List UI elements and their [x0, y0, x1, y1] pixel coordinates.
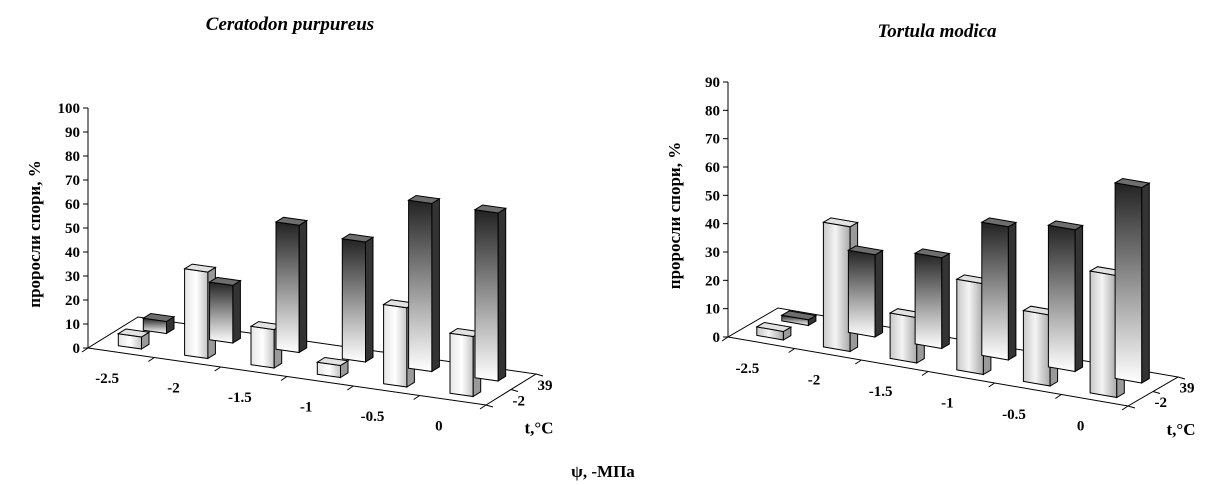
y-tick-label: 90	[65, 125, 80, 141]
y-tick-label: 50	[705, 188, 720, 204]
x-tick-label: -1	[300, 399, 313, 415]
x-tick-label: -2	[167, 380, 180, 396]
x-tick-label: -0.5	[1002, 407, 1026, 423]
depth-tick-label: 39	[1180, 380, 1195, 396]
y-tick-label: 30	[65, 269, 80, 285]
depth-tick-mark	[1177, 376, 1186, 380]
depth-tick-label: -2	[1155, 395, 1168, 411]
depth-tick-mark	[1127, 405, 1136, 409]
x-tick-label: -0.5	[361, 409, 385, 425]
y-tick-label: 20	[705, 273, 720, 289]
x-tick-mark	[1121, 405, 1129, 411]
y-tick-label: 10	[705, 302, 720, 318]
y-tick-label: 10	[65, 317, 80, 333]
y-tick-label: 0	[713, 330, 721, 346]
x-tick-mark	[788, 348, 795, 353]
y-tick-label: 0	[73, 341, 81, 357]
bar--2-0	[448, 327, 483, 398]
bar--2--2.5	[116, 328, 151, 350]
x-tick-mark	[280, 376, 288, 381]
chart-title-ceratodon: Ceratodon purpureus	[206, 14, 374, 35]
y-tick-label: 40	[705, 217, 720, 233]
x-tick-label: -1.5	[869, 384, 893, 400]
y-tick-label: 20	[65, 293, 80, 309]
y-tick-label: 60	[705, 160, 720, 176]
x-tick-mark	[479, 404, 487, 410]
y-tick-label: 70	[705, 132, 720, 148]
depth-tick-label: -2	[513, 393, 526, 409]
x-tick-label: 0	[1077, 418, 1085, 434]
bar-39-0	[1113, 177, 1151, 384]
depth-tick-label: 39	[538, 378, 553, 394]
bar--2--2.5	[755, 321, 793, 341]
y-axis-label: проросли спори, %	[25, 160, 44, 307]
depth-axis-label: t,°C	[525, 418, 554, 437]
depth-tick-mark	[535, 373, 544, 377]
bar-39--1.5	[274, 216, 309, 354]
bar-39--0.5	[407, 194, 441, 373]
x-tick-mark	[855, 359, 862, 365]
x-tick-mark	[921, 371, 929, 376]
y-axis-label: проросли спори, %	[665, 142, 684, 289]
bar-39--0.5	[1046, 220, 1085, 373]
bar-39--2	[846, 245, 885, 338]
bar-39--1.5	[913, 248, 951, 350]
x-tick-mark	[347, 385, 354, 391]
depth-tick-mark	[1152, 391, 1161, 394]
x-tick-mark	[81, 347, 89, 353]
x-tick-label: 0	[435, 418, 443, 434]
bar-39-0	[473, 204, 508, 382]
x-tick-label: -1.5	[228, 390, 252, 406]
bar-39--2.5	[780, 310, 818, 327]
depth-tick-mark	[510, 389, 519, 392]
bar-39--2.5	[141, 312, 176, 335]
x-tick-label: -2.5	[735, 361, 759, 377]
bar-39--1	[980, 217, 1018, 361]
depth-tick-mark	[485, 404, 494, 408]
bar--2--1	[315, 356, 350, 379]
x-tick-mark	[413, 395, 420, 400]
y-tick-label: 60	[65, 197, 80, 213]
bar-39--2	[208, 276, 242, 344]
x-tick-label: -2.5	[95, 371, 119, 387]
y-tick-label: 80	[705, 103, 720, 119]
y-tick-label: 30	[705, 245, 720, 261]
y-tick-label: 80	[65, 149, 80, 165]
shared-x-axis-label: ψ, -МПа	[571, 462, 635, 481]
depth-axis-label: t,°C	[1167, 420, 1196, 439]
x-tick-label: -2	[808, 372, 821, 388]
x-tick-mark	[1055, 394, 1062, 399]
bar-39--1	[340, 233, 375, 363]
x-tick-mark	[214, 366, 221, 372]
x-tick-label: -1	[941, 395, 954, 411]
y-tick-label: 100	[58, 101, 81, 117]
x-tick-mark	[721, 336, 729, 342]
y-tick-label: 90	[705, 75, 720, 91]
y-tick-label: 40	[65, 245, 80, 261]
chart-title-tortula: Tortula modica	[877, 21, 997, 42]
x-tick-mark	[148, 357, 155, 362]
chart-ceratodon: 0 10 20 30 40 50 60 70 80 90 100 -2.5 -2 -1.5 -1 -0.5 0 3…	[25, 101, 554, 437]
y-tick-label: 70	[65, 173, 80, 189]
chart-tortula: 0 10 20 30 40 50 60 70 80 90 -2.5 -2 -1.5 -1 -0.5 0 39 -2…	[665, 75, 1196, 439]
x-tick-mark	[988, 382, 995, 388]
y-tick-label: 50	[65, 221, 80, 237]
